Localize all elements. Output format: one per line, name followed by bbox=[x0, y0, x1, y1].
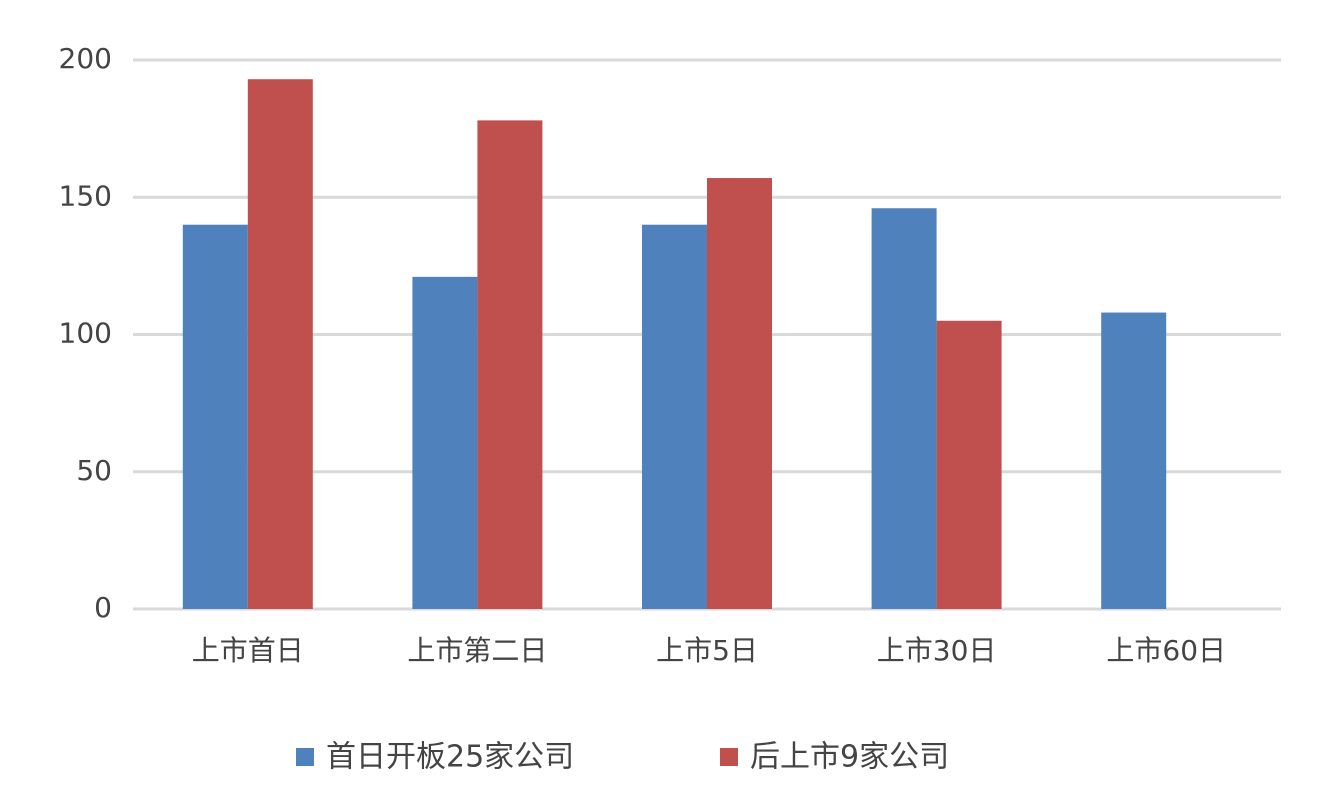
bar bbox=[412, 276, 478, 609]
bar bbox=[642, 224, 707, 609]
x-tick-label: 上市60日 bbox=[1106, 634, 1226, 667]
y-tick-label: 50 bbox=[76, 454, 112, 487]
bar bbox=[707, 178, 772, 609]
bar bbox=[182, 224, 248, 609]
x-tick-label: 上市第二日 bbox=[407, 634, 547, 667]
y-tick-label: 0 bbox=[94, 591, 112, 624]
y-tick-label: 100 bbox=[59, 317, 112, 350]
legend-label: 首日开板25家公司 bbox=[326, 740, 574, 775]
bar bbox=[1101, 312, 1167, 609]
bar bbox=[936, 320, 1002, 609]
x-tick-label: 上市5日 bbox=[656, 634, 758, 667]
bar bbox=[247, 79, 313, 610]
legend-swatch bbox=[296, 748, 314, 766]
x-tick-label: 上市首日 bbox=[192, 634, 304, 667]
y-tick-label: 150 bbox=[59, 179, 112, 212]
y-tick-label: 200 bbox=[59, 42, 112, 75]
bar bbox=[477, 120, 543, 609]
legend-swatch bbox=[720, 748, 738, 766]
x-tick-label: 上市30日 bbox=[877, 634, 997, 667]
bar bbox=[871, 208, 937, 610]
legend-label: 后上市9家公司 bbox=[750, 740, 949, 775]
